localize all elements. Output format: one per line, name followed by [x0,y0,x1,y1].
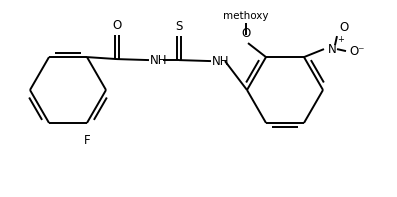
Text: O: O [112,19,121,32]
Text: O: O [241,27,251,40]
Text: O⁻: O⁻ [349,45,364,58]
Text: NH: NH [212,55,229,68]
Text: F: F [84,134,90,147]
Text: methoxy: methoxy [223,11,269,21]
Text: +: + [337,35,344,44]
Text: S: S [175,20,183,33]
Text: N: N [328,43,336,56]
Text: NH: NH [150,54,168,67]
Text: O: O [339,21,348,34]
